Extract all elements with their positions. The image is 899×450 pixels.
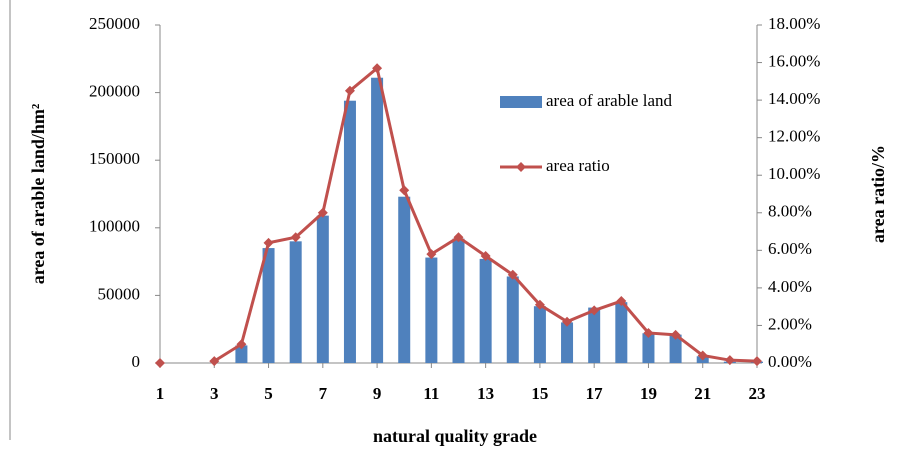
line-marker [507,269,518,280]
line-marker [480,250,491,261]
line-marker [589,305,600,316]
y2-tick-label: 16.00% [768,51,820,70]
line-marker [670,329,681,340]
line-marker [426,249,437,260]
x-tick-label: 23 [749,384,766,403]
y-tick-label: 250000 [89,14,140,33]
line-marker [209,356,220,367]
bar [425,257,438,363]
x-tick-label: 7 [319,384,328,403]
line-marker [616,296,627,307]
y2-tick-label: 2.00% [768,314,812,333]
legend-label: area of arable land [546,91,672,110]
y2-tick-label: 14.00% [768,89,820,108]
legend-swatch [500,96,542,108]
line-marker [372,63,383,74]
line-marker [263,237,274,248]
bar [669,334,682,363]
x-axis-label: natural quality grade [373,426,537,446]
line-marker [290,232,301,243]
y2-tick-label: 6.00% [768,239,812,258]
y-tick-label: 100000 [89,217,140,236]
line-marker [317,207,328,218]
bar [561,322,574,363]
bar [262,248,275,363]
line-marker [155,358,165,368]
y2-tick-label: 10.00% [768,164,820,183]
bar [642,333,655,363]
x-tick-label: 5 [264,384,273,403]
legend-label: area ratio [546,156,610,175]
y2-tick-label: 8.00% [768,202,812,221]
line-marker [697,350,708,361]
x-tick-label: 15 [531,384,548,403]
line-marker [534,299,545,310]
y2-axis-label: area ratio/% [868,145,888,243]
y-tick-label: 150000 [89,149,140,168]
y2-tick-label: 18.00% [768,14,820,33]
y-axis-label: area of arable land/hm² [28,104,48,285]
y-tick-label: 50000 [98,284,141,303]
x-tick-label: 17 [586,384,604,403]
y2-tick-label: 12.00% [768,127,820,146]
x-tick-label: 1 [156,384,165,403]
bar [533,306,546,363]
x-tick-label: 9 [373,384,382,403]
x-tick-label: 21 [694,384,711,403]
line-marker [724,355,735,366]
bar [479,258,492,363]
bar [452,238,465,363]
y2-tick-label: 4.00% [768,277,812,296]
y-tick-label: 0 [132,352,141,371]
bar [289,241,302,363]
legend-swatch [516,162,526,172]
bar [371,77,384,363]
x-tick-label: 13 [477,384,494,403]
line-marker [344,85,355,96]
line-marker [752,356,762,367]
y-tick-label: 200000 [89,82,140,101]
bar [316,215,329,363]
line-marker [643,327,654,338]
bar [398,196,411,363]
bar [235,345,248,363]
line-marker [236,339,247,350]
x-tick-label: 11 [423,384,439,403]
line-marker [453,232,464,243]
bar [506,276,519,363]
bar [588,307,601,363]
line-marker [562,316,573,327]
bar [615,302,628,363]
x-tick-label: 3 [210,384,219,403]
y2-tick-label: 0.00% [768,352,812,371]
bar [343,100,356,363]
x-tick-label: 19 [640,384,657,403]
line-marker [399,185,410,196]
